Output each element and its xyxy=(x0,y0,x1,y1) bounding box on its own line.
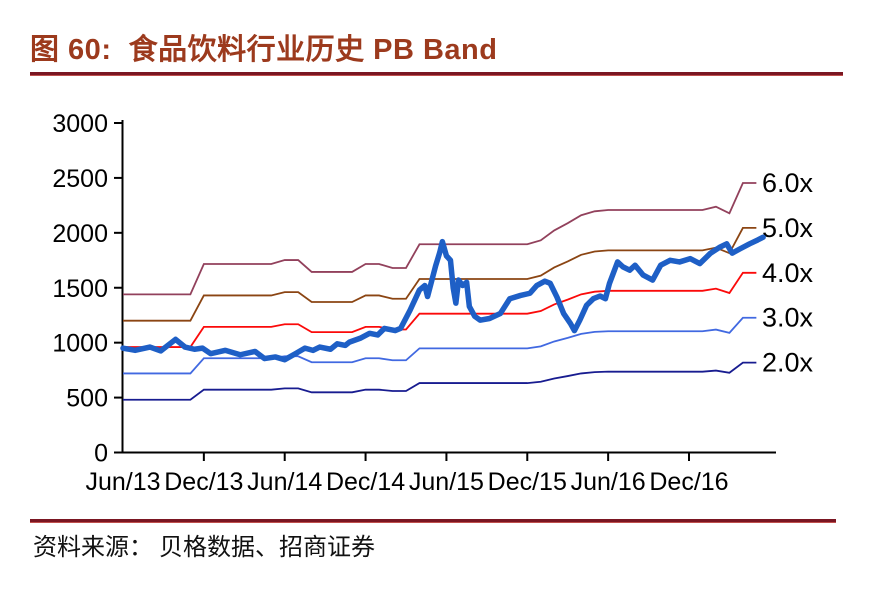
y-axis-tick-label: 0 xyxy=(94,440,108,468)
x-axis-tick-label: Jun/13 xyxy=(85,468,160,496)
pb-band-label-6.0x: 6.0x xyxy=(762,168,814,198)
y-axis-tick-label: 1000 xyxy=(52,330,108,358)
footer-divider-rule xyxy=(30,519,836,523)
pb-band-label-4.0x: 4.0x xyxy=(762,258,814,288)
pb-band-line-2.0x xyxy=(123,361,757,401)
y-axis-tick-label: 2500 xyxy=(52,165,108,193)
pb-band-line-4.0x xyxy=(123,271,757,348)
y-axis-tick-label: 2000 xyxy=(52,220,108,248)
pb-band-line-6.0x xyxy=(123,182,757,296)
x-axis-tick-label: Jun/15 xyxy=(409,468,484,496)
figure-title: 图 60: 食品饮料行业历史 PB Band xyxy=(30,34,498,66)
pb-band-label-2.0x: 2.0x xyxy=(762,348,814,378)
x-axis-tick-label: Dec/13 xyxy=(164,468,243,496)
x-axis-tick-label: Jun/14 xyxy=(247,468,322,496)
y-axis-tick-label: 3000 xyxy=(52,110,108,138)
index-price-line xyxy=(120,234,766,363)
x-axis-tick-label: Jun/16 xyxy=(571,468,646,496)
y-axis-tick-label: 500 xyxy=(66,385,108,413)
source-note: 资料来源： 贝格数据、招商证券 xyxy=(33,535,375,561)
pb-band-line-5.0x xyxy=(123,226,757,322)
y-axis-tick-label: 1500 xyxy=(52,275,108,303)
title-divider-rule xyxy=(30,72,843,76)
x-axis-tick-label: Dec/16 xyxy=(649,468,728,496)
x-axis-tick-label: Dec/14 xyxy=(326,468,405,496)
pb-band-label-3.0x: 3.0x xyxy=(762,303,814,333)
pb-band-line-3.0x xyxy=(123,316,757,375)
pb-band-label-5.0x: 5.0x xyxy=(762,213,814,243)
x-axis-tick-label: Dec/15 xyxy=(488,468,567,496)
